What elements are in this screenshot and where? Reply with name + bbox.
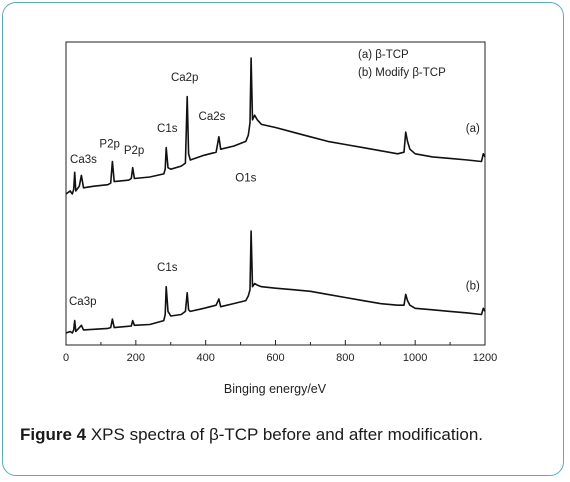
- annotation-c1s-8: C1s: [157, 262, 178, 274]
- plot-area: [65, 41, 486, 346]
- figure-frame: [2, 2, 564, 476]
- series-group: [65, 57, 486, 334]
- annotation-o1s-7: O1s: [235, 173, 256, 185]
- annotation-c1s-3: C1s: [157, 123, 178, 135]
- x-axis-label: Binging energy/eV: [224, 382, 327, 396]
- x-ticks: [65, 340, 486, 345]
- x-tick-label-0: 0: [63, 352, 69, 364]
- annotation-ca3s-0: Ca3s: [70, 154, 97, 166]
- annotation-p2p-2: P2p: [124, 145, 144, 157]
- x-tick-label-800: 800: [336, 352, 354, 364]
- annotation-ca2s-5: Ca2s: [199, 111, 226, 123]
- x-tick-labels: 0 200 400 600 800 1000 1200: [63, 352, 497, 364]
- x-tick-label-1200: 1200: [473, 352, 497, 364]
- x-tick-label-600: 600: [266, 352, 284, 364]
- x-tick-label-200: 200: [127, 352, 145, 364]
- annotation-b-10: (b): [466, 281, 480, 293]
- series-line-b: [65, 230, 486, 334]
- caption-label: Figure 4: [20, 425, 87, 444]
- x-tick-label-1000: 1000: [403, 352, 427, 364]
- annotation-ca2p-4: Ca2p: [171, 72, 199, 84]
- caption-text: XPS spectra of β-TCP before and after mo…: [86, 425, 484, 444]
- figure-caption: Figure 4 XPS spectra of β-TCP before and…: [20, 425, 560, 445]
- xps-chart: 0 200 400 600 800 1000 1200 Ca3sP2pP2pC1sCa2pC…: [63, 41, 497, 396]
- annotation-p2p-1: P2p: [99, 139, 119, 151]
- legend-entry-a: (a) β-TCP: [358, 49, 409, 61]
- x-tick-label-400: 400: [196, 352, 214, 364]
- series-line-a: [65, 57, 486, 195]
- annotation-ca3p-9: Ca3p: [69, 296, 97, 308]
- legend-entry-b: (b) Modify β-TCP: [358, 67, 446, 79]
- annotation-a-6: (a): [466, 123, 480, 135]
